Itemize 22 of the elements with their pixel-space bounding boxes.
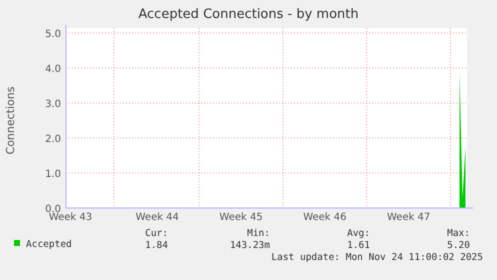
y-tick-label: 2.0 [45,134,61,145]
text: 1.61 [347,240,370,251]
x-tick-label: Week 45 [219,212,263,223]
y-tick-label: 1.0 [45,169,61,180]
x-tick-label: Week 44 [136,212,179,223]
x-tick-label: Week 47 [386,212,430,223]
y-axis-title: Connections [4,86,17,154]
text: 1.84 [145,240,168,251]
text: 5.20 [447,240,470,251]
y-tick-label: 4.0 [45,64,61,75]
y-tick-label: 3.0 [45,99,61,110]
legend-label: Accepted [26,239,72,250]
x-tick-label: Week 43 [48,212,92,223]
text: Max: [447,228,470,239]
text: Last update: Mon Nov 24 11:00:02 2025 [271,252,483,263]
x-tick-label: Week 46 [303,212,347,223]
text: Cur: [145,228,168,239]
text: 143.23m [230,240,270,251]
text: Avg: [347,228,370,239]
y-tick-label: 5.0 [45,29,61,40]
chart-title: Accepted Connections - by month [138,7,359,22]
text: Min: [247,228,270,239]
